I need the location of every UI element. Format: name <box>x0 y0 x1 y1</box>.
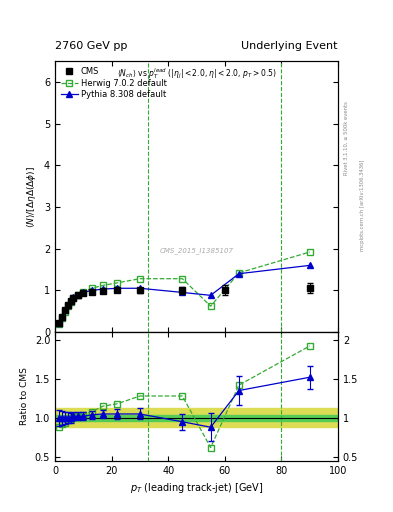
Herwig 7.0.2 default <box>237 270 241 276</box>
CMS <box>222 287 227 293</box>
CMS <box>90 289 94 295</box>
CMS <box>101 288 105 294</box>
Herwig 7.0.2 default <box>180 275 185 282</box>
Pythia 8.308 default <box>81 289 86 295</box>
Pythia 8.308 default <box>138 285 142 291</box>
Pythia 8.308 default <box>68 298 73 304</box>
Herwig 7.0.2 default <box>138 275 142 282</box>
Line: CMS: CMS <box>57 286 312 326</box>
Herwig 7.0.2 default <box>101 282 105 288</box>
Pythia 8.308 default <box>115 285 119 291</box>
CMS <box>180 287 185 293</box>
Bar <box>55 409 338 427</box>
Text: $\langle N_{ch}\rangle$ vs $p_T^{lead}$ ($|\eta_j|<2.0$, $\eta|<2.0$, $p_T>0.5$): $\langle N_{ch}\rangle$ vs $p_T^{lead}$ … <box>117 67 276 81</box>
Line: Herwig 7.0.2 default: Herwig 7.0.2 default <box>57 249 312 327</box>
CMS <box>57 320 62 326</box>
Pythia 8.308 default <box>71 294 76 300</box>
Pythia 8.308 default <box>65 302 70 308</box>
Pythia 8.308 default <box>75 291 80 297</box>
X-axis label: $p_T$ (leading track-jet) [GeV]: $p_T$ (leading track-jet) [GeV] <box>130 481 263 495</box>
Herwig 7.0.2 default <box>81 289 86 295</box>
Herwig 7.0.2 default <box>62 309 67 315</box>
Herwig 7.0.2 default <box>71 295 76 301</box>
Line: Pythia 8.308 default: Pythia 8.308 default <box>57 263 312 326</box>
Pythia 8.308 default <box>101 286 105 292</box>
Pythia 8.308 default <box>90 287 94 293</box>
CMS <box>71 295 76 301</box>
Text: Underlying Event: Underlying Event <box>241 40 338 51</box>
CMS <box>65 302 70 308</box>
Herwig 7.0.2 default <box>208 303 213 309</box>
CMS <box>81 290 86 296</box>
Pythia 8.308 default <box>180 289 185 295</box>
Pythia 8.308 default <box>208 292 213 298</box>
Text: Rivet 3.1.10, ≥ 500k events: Rivet 3.1.10, ≥ 500k events <box>344 101 349 175</box>
CMS <box>307 285 312 291</box>
Herwig 7.0.2 default <box>57 321 62 327</box>
Pythia 8.308 default <box>57 320 62 326</box>
Pythia 8.308 default <box>60 314 64 320</box>
Bar <box>55 415 338 421</box>
Herwig 7.0.2 default <box>90 285 94 291</box>
CMS <box>62 307 67 313</box>
CMS <box>115 287 119 293</box>
Herwig 7.0.2 default <box>75 291 80 297</box>
CMS <box>68 298 73 304</box>
CMS <box>60 314 64 320</box>
Y-axis label: $\langle N\rangle/[\Delta\eta\Delta(\Delta\phi)]$: $\langle N\rangle/[\Delta\eta\Delta(\Del… <box>26 165 39 228</box>
Text: CMS_2015_I1385107: CMS_2015_I1385107 <box>160 247 233 254</box>
Pythia 8.308 default <box>307 262 312 268</box>
Herwig 7.0.2 default <box>307 249 312 255</box>
Herwig 7.0.2 default <box>60 315 64 322</box>
Text: mcplots.cern.ch [arXiv:1306.3436]: mcplots.cern.ch [arXiv:1306.3436] <box>360 159 365 250</box>
Pythia 8.308 default <box>62 307 67 313</box>
Herwig 7.0.2 default <box>68 299 73 305</box>
Y-axis label: Ratio to CMS: Ratio to CMS <box>20 368 29 425</box>
Legend: CMS, Herwig 7.0.2 default, Pythia 8.308 default: CMS, Herwig 7.0.2 default, Pythia 8.308 … <box>59 66 168 101</box>
CMS <box>75 292 80 298</box>
Pythia 8.308 default <box>237 271 241 277</box>
CMS <box>138 287 142 293</box>
Herwig 7.0.2 default <box>65 303 70 309</box>
Herwig 7.0.2 default <box>115 280 119 286</box>
Text: 2760 GeV pp: 2760 GeV pp <box>55 40 127 51</box>
